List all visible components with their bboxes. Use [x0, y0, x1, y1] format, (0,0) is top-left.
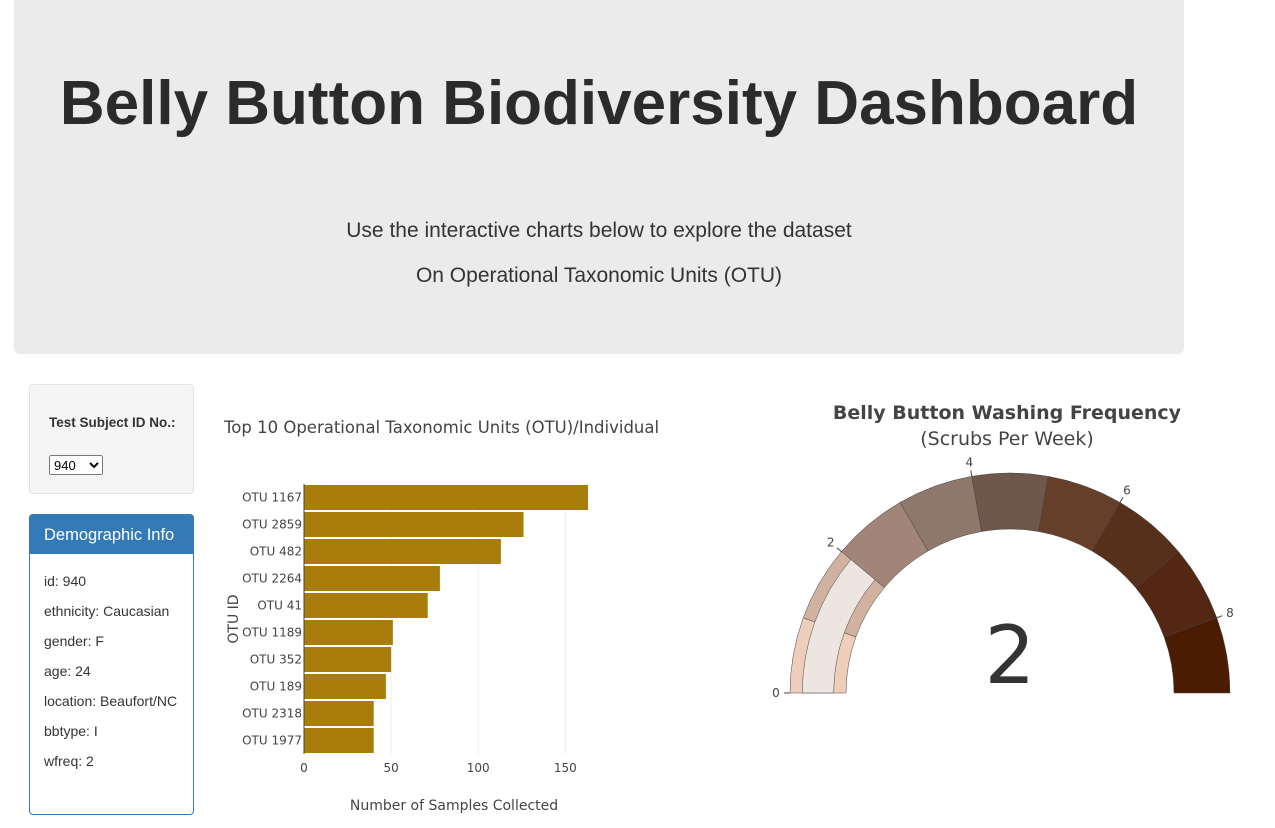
- subject-id-select[interactable]: 940: [49, 455, 103, 475]
- demographic-item: bbtype: I: [44, 723, 98, 739]
- bar-y-axis-title: OTU ID: [226, 594, 242, 643]
- subject-selector-label: Test Subject ID No.:: [49, 415, 176, 430]
- bar-x-tick-label: 0: [300, 761, 308, 775]
- gauge-subtitle: (Scrubs Per Week): [920, 428, 1094, 450]
- page-subtitle-secondary: On Operational Taxonomic Units (OTU): [415, 264, 783, 287]
- bar-chart: OTU 1167 OTU 2859 OTU 482 OTU 2264 OTU 41 OTU…: [226, 484, 588, 814]
- gauge-tick-label: 4: [966, 456, 974, 470]
- bar-x-tick-label: 50: [383, 761, 398, 775]
- bar-category-label: OTU 352: [250, 653, 302, 667]
- bar-category-label: OTU 1977: [242, 734, 302, 748]
- bar-mark[interactable]: [304, 512, 524, 537]
- bar-x-axis-title: Number of Samples Collected: [350, 798, 558, 814]
- header-jumbotron: Belly Button Biodiversity Dashboard Use …: [14, 0, 1184, 354]
- demographic-body: id: 940 ethnicity: Caucasian gender: F a…: [30, 554, 193, 798]
- bar-mark[interactable]: [304, 620, 393, 645]
- demographic-item: gender: F: [44, 633, 104, 649]
- gauge-tick-label: 8: [1226, 606, 1234, 620]
- gauge-value-bar: [802, 559, 876, 694]
- gauge-tick-label: 0: [772, 686, 780, 700]
- bar-mark[interactable]: [304, 701, 374, 726]
- gauge-tick: [1119, 497, 1124, 503]
- demographic-heading: Demographic Info: [30, 515, 193, 554]
- bar-category-label: OTU 1167: [242, 491, 302, 505]
- bar-category-label: OTU 1189: [242, 626, 302, 640]
- bar-mark[interactable]: [304, 593, 428, 618]
- bar-mark[interactable]: [304, 647, 392, 672]
- page-subtitle: Use the interactive charts below to expl…: [346, 219, 852, 242]
- gauge-tick: [836, 547, 842, 552]
- bar-mark[interactable]: [304, 485, 588, 510]
- bar-category-label: OTU 41: [257, 599, 302, 613]
- bar-mark[interactable]: [304, 566, 440, 591]
- bar-category-label: OTU 189: [250, 680, 302, 694]
- bar-category-label: OTU 482: [250, 545, 302, 559]
- subject-selector-panel: Test Subject ID No.: 940: [29, 384, 194, 494]
- bar-x-tick-label: 150: [554, 761, 577, 775]
- demographic-item: ethnicity: Caucasian: [44, 603, 170, 619]
- gauge-step-band: [971, 472, 1049, 532]
- gauge-tick-label: 6: [1123, 483, 1131, 497]
- bar-category-label: OTU 2264: [242, 572, 302, 586]
- gauge-title: Belly Button Washing Frequency: [832, 402, 1182, 424]
- gauge-step-band: [1163, 617, 1231, 694]
- bar-mark[interactable]: [304, 539, 501, 564]
- bar-mark[interactable]: [304, 674, 386, 699]
- page-title: Belly Button Biodiversity Dashboard: [59, 69, 1139, 138]
- bar-category-label: OTU 2318: [242, 707, 302, 721]
- gauge-tick: [970, 470, 973, 477]
- bar-x-tick-label: 100: [467, 761, 490, 775]
- demographic-panel: Demographic Info id: 940 ethnicity: Cauc…: [29, 514, 194, 815]
- bar-category-label: OTU 2859: [242, 518, 302, 532]
- gauge-title-block: Belly Button Washing Frequency (Scrubs P…: [776, 402, 1238, 450]
- gauge-chart: 0 2 4 6 8 2: [772, 456, 1234, 702]
- demographic-item: id: 940: [44, 573, 87, 589]
- demographic-item: wfreq: 2: [44, 753, 94, 769]
- demographic-item: location: Beaufort/NC: [44, 693, 178, 709]
- gauge-value-number: 2: [985, 609, 1036, 702]
- demographic-item: age: 24: [44, 663, 91, 679]
- bar-chart-title: Top 10 Operational Taxonomic Units (OTU)…: [224, 418, 660, 437]
- gauge-tick-label: 2: [827, 536, 835, 550]
- gauge-tick: [1216, 615, 1223, 619]
- bar-mark[interactable]: [304, 728, 374, 753]
